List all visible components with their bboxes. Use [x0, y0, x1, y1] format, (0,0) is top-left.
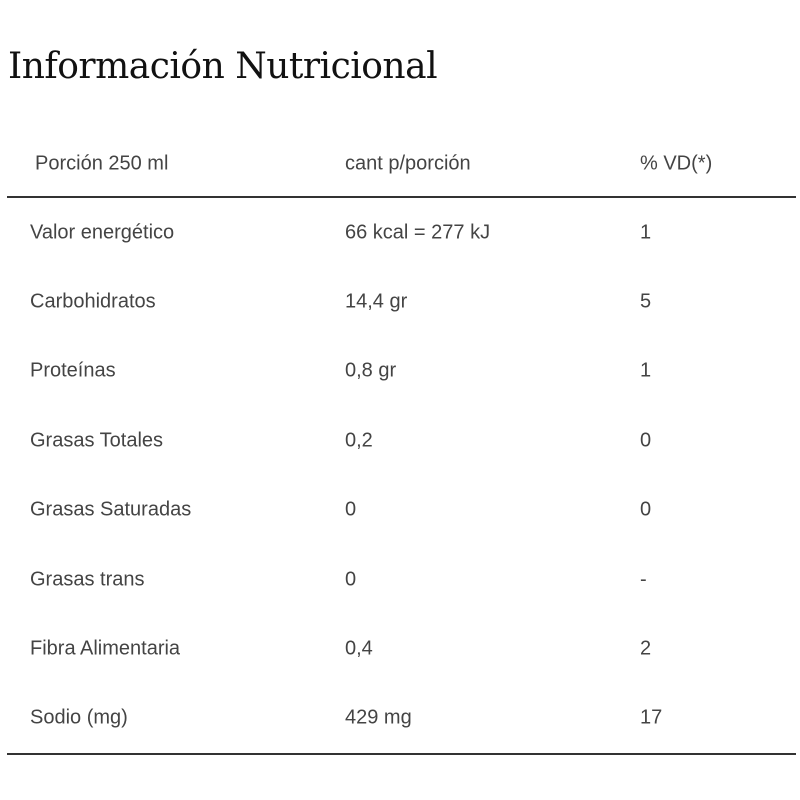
cell-daily-value: 17	[640, 706, 663, 729]
table-row: Carbohidratos 14,4 gr 5	[7, 267, 796, 336]
table-header: Porción 250 ml cant p/porción % VD(*)	[7, 132, 796, 198]
cell-nutrient: Valor energético	[30, 221, 175, 244]
cell-daily-value: -	[640, 568, 647, 591]
table-row: Fibra Alimentaria 0,4 2	[7, 614, 796, 683]
cell-amount: 0,8 gr	[345, 359, 397, 382]
cell-daily-value: 0	[640, 429, 652, 452]
cell-nutrient: Carbohidratos	[30, 290, 156, 313]
cell-amount: 0,4	[345, 637, 373, 660]
cell-daily-value: 0	[640, 498, 652, 521]
header-daily-value: % VD(*)	[640, 152, 713, 175]
cell-amount: 0	[345, 498, 357, 521]
cell-nutrient: Sodio (mg)	[30, 706, 128, 729]
cell-amount: 0	[345, 568, 357, 591]
cell-amount: 14,4 gr	[345, 290, 408, 313]
table-row: Grasas Saturadas 0 0	[7, 476, 796, 545]
table-row: Grasas trans 0 -	[7, 545, 796, 614]
cell-daily-value: 2	[640, 637, 652, 660]
cell-nutrient: Grasas trans	[30, 568, 145, 591]
nutrition-table: Porción 250 ml cant p/porción % VD(*) Va…	[7, 132, 796, 756]
table-row: Grasas Totales 0,2 0	[7, 406, 796, 475]
cell-daily-value: 1	[640, 221, 652, 244]
cell-amount: 0,2	[345, 429, 373, 452]
cell-nutrient: Proteínas	[30, 359, 116, 382]
cell-daily-value: 5	[640, 290, 652, 313]
table-row: Valor energético 66 kcal = 277 kJ 1	[7, 198, 796, 267]
cell-nutrient: Grasas Totales	[30, 429, 164, 452]
table-row: Proteínas 0,8 gr 1	[7, 337, 796, 406]
header-portion: Porción 250 ml	[35, 152, 169, 175]
table-row: Sodio (mg) 429 mg 17	[7, 684, 796, 753]
cell-nutrient: Fibra Alimentaria	[30, 637, 181, 660]
header-amount: cant p/porción	[345, 152, 471, 175]
cell-amount: 66 kcal = 277 kJ	[345, 221, 491, 244]
cell-nutrient: Grasas Saturadas	[30, 498, 192, 521]
cell-daily-value: 1	[640, 359, 652, 382]
page-title: Información Nutricional	[8, 46, 438, 87]
cell-amount: 429 mg	[345, 706, 412, 729]
